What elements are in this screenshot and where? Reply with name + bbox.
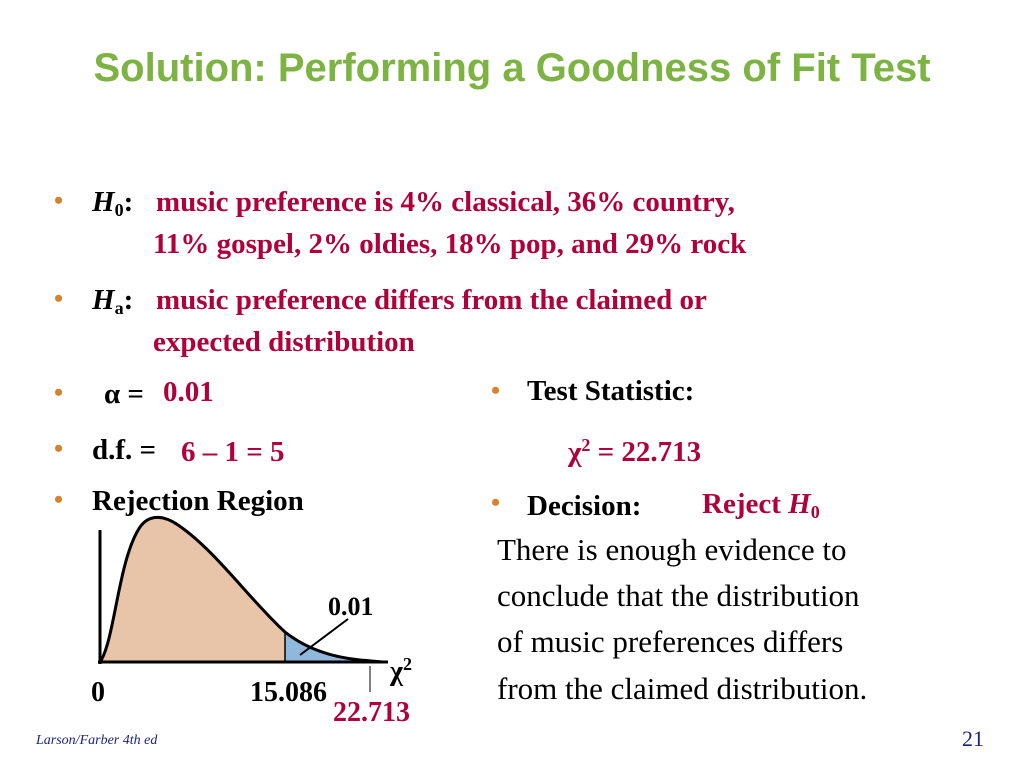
rejection-region-label: Rejection Region [92,485,304,517]
decision-text-4: from the claimed distribution. [497,671,868,706]
decision-text-3: of music preferences differs [497,624,844,659]
ha-symbol: Ha: [92,284,134,318]
decision-text-2: conclude that the distribution [497,578,860,613]
df-value: 6 – 1 = 5 [181,436,285,468]
curve-body-area [100,517,285,662]
h0-line-1: music preference is 4% classical, 36% co… [156,186,735,218]
bullet-decision: • [491,488,501,517]
alpha-label: α = [104,378,144,410]
area-label: 0.01 [328,592,374,621]
critical-value-label: 15.086 [250,677,327,708]
h0-symbol: H0: [92,186,134,220]
statistic-value-label: 22.713 [333,697,410,728]
slide-title: Solution: Performing a Goodness of Fit T… [93,46,931,90]
alpha-value: 0.01 [163,376,214,408]
axis-zero-label: 0 [91,677,105,708]
axis-chi-square-label: χ2 [390,654,412,687]
decision-text-1: There is enough evidence to [497,532,847,567]
bullet-df: • [54,434,64,463]
bullet-h0: • [54,186,64,215]
distribution-curve [98,515,386,664]
page-number: 21 [962,726,984,751]
bullet-rejection: • [54,485,64,514]
test-statistic-value: χ2 = 22.713 [568,435,702,468]
bullet-alpha: • [54,378,64,407]
test-statistic-label: Test Statistic: [527,375,695,407]
bullet-ha: • [54,284,64,313]
ha-line-1: music preference differs from the claime… [156,284,707,316]
h0-line-2: 11% gospel, 2% oldies, 18% pop, and 29% … [153,228,747,260]
area-pointer-line [299,618,349,656]
df-label: d.f. = [92,434,157,466]
footer-source: Larson/Farber 4th ed [36,733,158,748]
bullet-test-statistic: • [491,376,501,405]
decision-result: Reject H0 [702,488,820,522]
curve-tail-area [285,632,385,662]
decision-label: Decision: [527,490,642,522]
ha-line-2: expected distribution [153,326,415,358]
